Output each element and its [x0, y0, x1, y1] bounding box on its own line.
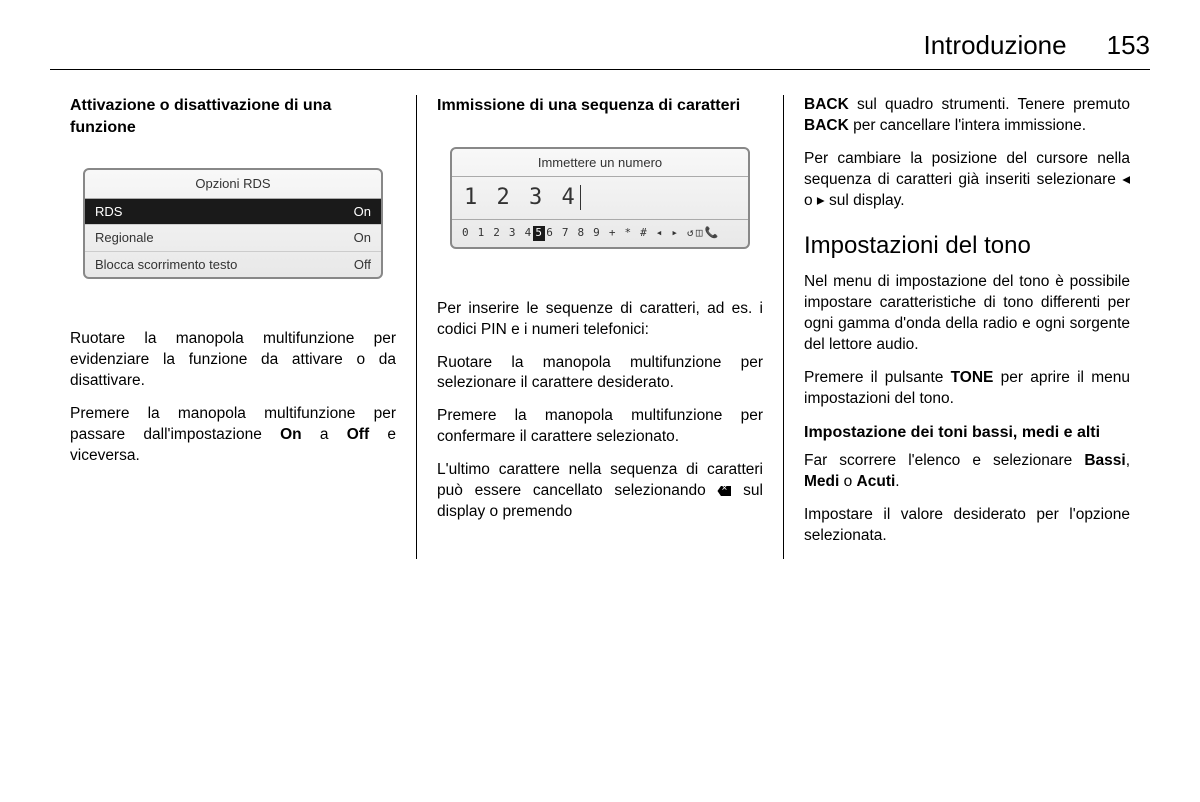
rds-options-display: Opzioni RDS RDS On Regionale On Blocca s… — [83, 168, 383, 279]
col3-p1: BACK sul quadro strumenti. Tenere premut… — [804, 95, 1130, 137]
col1-heading: Attivazione o disattivazione di una funz… — [70, 95, 396, 138]
column-3: BACK sul quadro strumenti. Tenere premut… — [784, 95, 1150, 559]
lcd-row-regionale[interactable]: Regionale On — [85, 225, 381, 252]
book-icon: ◫ — [696, 226, 704, 241]
lcd2-title: Immettere un numero — [452, 149, 748, 178]
number-input-display: Immettere un numero 1 2 3 4 0 1 2 3 4 5 … — [450, 147, 750, 249]
col2-p2: Ruotare la manopola multifunzione per se… — [437, 353, 763, 395]
phone-icon: 📞 — [705, 226, 720, 241]
row-value: Off — [354, 256, 371, 274]
row-value: On — [354, 229, 371, 247]
col2-heading: Immissione di una sequenza di caratteri — [437, 95, 763, 117]
col2-p4: L'ultimo carattere nella sequenza di car… — [437, 460, 763, 523]
col2-p3: Premere la manopola multifunzione per co… — [437, 406, 763, 448]
row-label: Regionale — [95, 229, 154, 247]
section-title: Introduzione — [924, 30, 1067, 61]
row-value: On — [354, 203, 371, 221]
page-number: 153 — [1107, 30, 1150, 61]
column-2: Immissione di una sequenza di caratteri … — [416, 95, 784, 559]
col2-p1: Per inserire le sequenze di caratteri, a… — [437, 299, 763, 341]
col3-p3: Nel menu di impostazione del tono è poss… — [804, 272, 1130, 356]
row-label: RDS — [95, 203, 122, 221]
lcd-title: Opzioni RDS — [85, 170, 381, 199]
col3-p2: Per cambiare la posizione del cursore ne… — [804, 149, 1130, 212]
lcd-row-rds[interactable]: RDS On — [85, 199, 381, 226]
col1-p1: Ruotare la manopola multifunzione per ev… — [70, 329, 396, 392]
col1-p2: Premere la manopola multifunzione per pa… — [70, 404, 396, 467]
char-row[interactable]: 0 1 2 3 4 5 6 7 8 9 + * # ◂ ▸ ↺ ◫ 📞 — [452, 220, 748, 247]
col3-p4: Premere il pulsante TONE per aprire il m… — [804, 368, 1130, 410]
bass-mid-high-heading: Impostazione dei toni bassi, medi e alti — [804, 422, 1130, 444]
input-value: 1 2 3 4 — [452, 177, 748, 220]
col3-p6: Impostare il valore desiderato per l'opz… — [804, 505, 1130, 547]
delete-icon — [717, 486, 731, 496]
selected-char: 5 — [533, 226, 545, 241]
content-columns: Attivazione o disattivazione di una funz… — [50, 95, 1150, 559]
page-header: Introduzione 153 — [50, 30, 1150, 70]
lcd-row-blocca[interactable]: Blocca scorrimento testo Off — [85, 252, 381, 278]
col3-p5: Far scorrere l'elenco e selezionare Bass… — [804, 451, 1130, 493]
column-1: Attivazione o disattivazione di una funz… — [50, 95, 416, 559]
tone-settings-heading: Impostazioni del tono — [804, 230, 1130, 262]
row-label: Blocca scorrimento testo — [95, 256, 237, 274]
